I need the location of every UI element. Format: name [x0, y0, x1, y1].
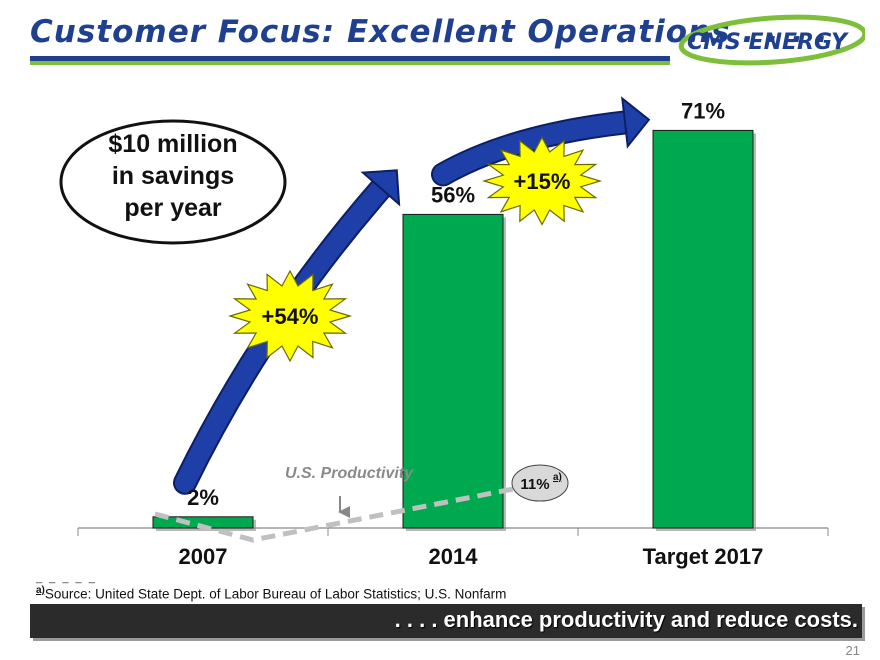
banner-text: . . . . enhance productivity and reduce … [394, 607, 858, 632]
productivity-end-bubble [511, 464, 569, 502]
category-label: Target 2017 [643, 544, 764, 569]
footnote-text: Source: United State Dept. of Labor Bure… [44, 586, 507, 602]
category-label: 2007 [179, 544, 228, 569]
bar-target-2017 [652, 129, 754, 529]
value-label: 56% [431, 182, 475, 207]
page-number: 21 [845, 643, 860, 658]
productivity-end-label: 11% [520, 476, 549, 493]
bar-2014 [402, 213, 504, 529]
footnote-marker: a) [36, 585, 45, 596]
productivity-bar-chart: 2% 2007 56% 2014 71% Target 2017 U.S. Producti… [77, 96, 829, 569]
title-rule-blue [30, 56, 670, 61]
value-label: 71% [681, 98, 725, 123]
footnote: a)Source: United State Dept. of Labor Bu… [36, 585, 506, 602]
productivity-line [154, 486, 514, 543]
category-label: 2014 [429, 544, 479, 569]
growth-arrow-2-head [621, 96, 651, 149]
savings-line-1: $10 million [108, 130, 238, 158]
savings-line-2: in savings [111, 162, 235, 190]
logo-text: CMS ENERGY [687, 30, 849, 55]
savings-line-3: per year [124, 194, 222, 222]
title-rule-green [30, 61, 670, 65]
growth-arrow-1-head [360, 169, 401, 207]
burst-plus-54-label: +54% [262, 304, 319, 329]
savings-callout: $10 million in savings per year [58, 128, 288, 224]
savings-callout-ellipse [59, 119, 287, 245]
productivity-end-marker: a) [553, 472, 562, 483]
burst-plus-15 [481, 136, 603, 226]
footnote-separator: _ _ _ _ _ [36, 572, 97, 584]
conclusion-banner: . . . . enhance productivity and reduce … [30, 604, 862, 638]
value-label: 2% [187, 485, 219, 510]
burst-plus-54 [227, 269, 353, 363]
burst-plus-15-label: +15% [514, 169, 571, 194]
productivity-label: U.S. Productivity [285, 465, 414, 482]
cms-energy-logo: CMS ENERGY [678, 14, 865, 66]
growth-arrow-2 [433, 112, 635, 185]
